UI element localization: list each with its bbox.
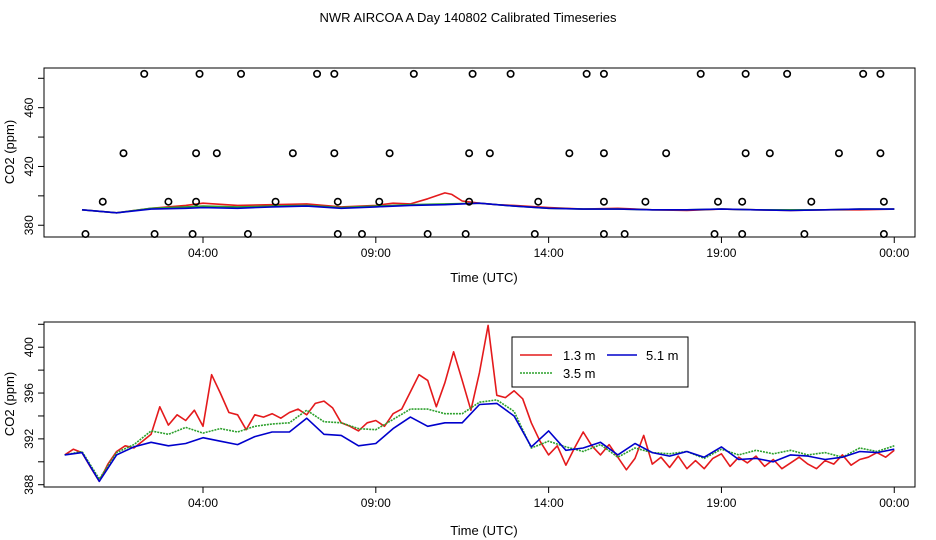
top-flag-point [783, 69, 792, 78]
top-flag-point [620, 230, 629, 239]
top-x-tick-label: 00:00 [879, 246, 909, 260]
top-flag-point [696, 69, 705, 78]
top-x-tick-label: 19:00 [706, 246, 736, 260]
top-flag-point [333, 197, 342, 206]
top-flag-point [98, 197, 107, 206]
bottom-chart: 04:00 09:00 14:00 19:00 00:00 388 392 396 400 T… [2, 321, 916, 538]
bottom-y-tick-label: 388 [22, 474, 36, 494]
top-flag-point [271, 197, 280, 206]
top-flag-point [565, 149, 574, 158]
top-y-tick-label: 380 [22, 215, 36, 235]
top-flag-point [876, 149, 885, 158]
top-flag-point [599, 149, 608, 158]
bottom-x-axis-label: Time (UTC) [450, 523, 517, 538]
top-flag-point [741, 149, 750, 158]
top-flag-point [741, 69, 750, 78]
top-flag-point [81, 230, 90, 239]
top-flag-point [330, 149, 339, 158]
top-x-axis-label: Time (UTC) [450, 270, 517, 285]
top-flag-point [423, 230, 432, 239]
top-flag-point [409, 69, 418, 78]
top-flag-point [807, 197, 816, 206]
top-flag-point [713, 197, 722, 206]
bottom-plot-frame [43, 321, 916, 488]
top-flag-point [375, 197, 384, 206]
bottom-series-5-1-m-line [64, 402, 895, 483]
top-flag-point [188, 230, 197, 239]
top-flag-point [534, 197, 543, 206]
top-flag-point [582, 69, 591, 78]
legend: 1.3 m 3.5 m 5.1 m [511, 336, 689, 388]
top-flag-point [738, 230, 747, 239]
top-flag-point [465, 197, 474, 206]
bottom-series-1-3-m-line [64, 324, 895, 483]
bottom-y-tick-label: 400 [22, 337, 36, 357]
top-flag-point [834, 149, 843, 158]
top-flag-point [288, 149, 297, 158]
top-flag-point [195, 69, 204, 78]
figure-title: NWR AIRCOA A Day 140802 Calibrated Times… [320, 10, 617, 25]
bottom-x-tick-label: 00:00 [879, 496, 909, 510]
legend-box [511, 336, 689, 388]
bottom-y-axis-label: CO2 (ppm) [2, 372, 17, 436]
bottom-x-tick-label: 19:00 [706, 496, 736, 510]
top-flag-point [212, 149, 221, 158]
top-flag-point [385, 149, 394, 158]
legend-label-1-3m: 1.3 m [563, 348, 596, 363]
top-flag-point [140, 69, 149, 78]
top-y-tick-label: 460 [22, 97, 36, 117]
top-x-tick-label: 09:00 [361, 246, 391, 260]
top-y-axis: 380 420 460 [22, 77, 44, 235]
top-y-axis-label: CO2 (ppm) [2, 120, 17, 184]
top-flag-point [313, 69, 322, 78]
top-flag-point [333, 230, 342, 239]
top-chart: 04:00 09:00 14:00 19:00 00:00 380 420 460 Time… [2, 67, 916, 285]
top-flag-point [765, 149, 774, 158]
top-flag-point [876, 69, 885, 78]
top-x-tick-label: 14:00 [534, 246, 564, 260]
bottom-x-tick-label: 14:00 [534, 496, 564, 510]
top-flag-point [800, 230, 809, 239]
top-flag-point [192, 149, 201, 158]
bottom-x-axis: 04:00 09:00 14:00 19:00 00:00 [188, 487, 910, 510]
top-flag-point [506, 69, 515, 78]
top-flag-point [599, 197, 608, 206]
bottom-y-tick-label: 392 [22, 429, 36, 449]
top-x-tick-label: 04:00 [188, 246, 218, 260]
top-flag-point [237, 69, 246, 78]
top-flag-point [330, 69, 339, 78]
top-flag-point [599, 69, 608, 78]
legend-label-3-5m: 3.5 m [563, 366, 596, 381]
bottom-x-tick-label: 09:00 [361, 496, 391, 510]
top-plot-frame [43, 67, 916, 238]
top-flag-point [468, 69, 477, 78]
top-flag-point [738, 197, 747, 206]
top-series-5-1-m-line [81, 202, 895, 214]
top-flag-point [710, 230, 719, 239]
bottom-series-3-5-m-line [64, 399, 895, 480]
top-flag-point [859, 69, 868, 78]
top-flag-point [243, 230, 252, 239]
top-flag-point [879, 230, 888, 239]
top-x-axis: 04:00 09:00 14:00 19:00 00:00 [188, 237, 910, 260]
top-flag-point [662, 149, 671, 158]
top-flag-point [150, 230, 159, 239]
bottom-y-tick-label: 396 [22, 383, 36, 403]
top-flag-point [119, 149, 128, 158]
bottom-y-axis: 388 392 396 400 [22, 323, 44, 495]
top-flag-point [530, 230, 539, 239]
legend-label-5-1m: 5.1 m [646, 348, 679, 363]
bottom-x-tick-label: 04:00 [188, 496, 218, 510]
top-flag-point [599, 230, 608, 239]
top-flag-point [879, 197, 888, 206]
top-flag-point [641, 197, 650, 206]
top-flag-point [192, 197, 201, 206]
top-flag-point [164, 197, 173, 206]
top-flag-point [465, 149, 474, 158]
top-flag-point [357, 230, 366, 239]
top-flag-point [485, 149, 494, 158]
top-flag-point [461, 230, 470, 239]
top-y-tick-label: 420 [22, 156, 36, 176]
